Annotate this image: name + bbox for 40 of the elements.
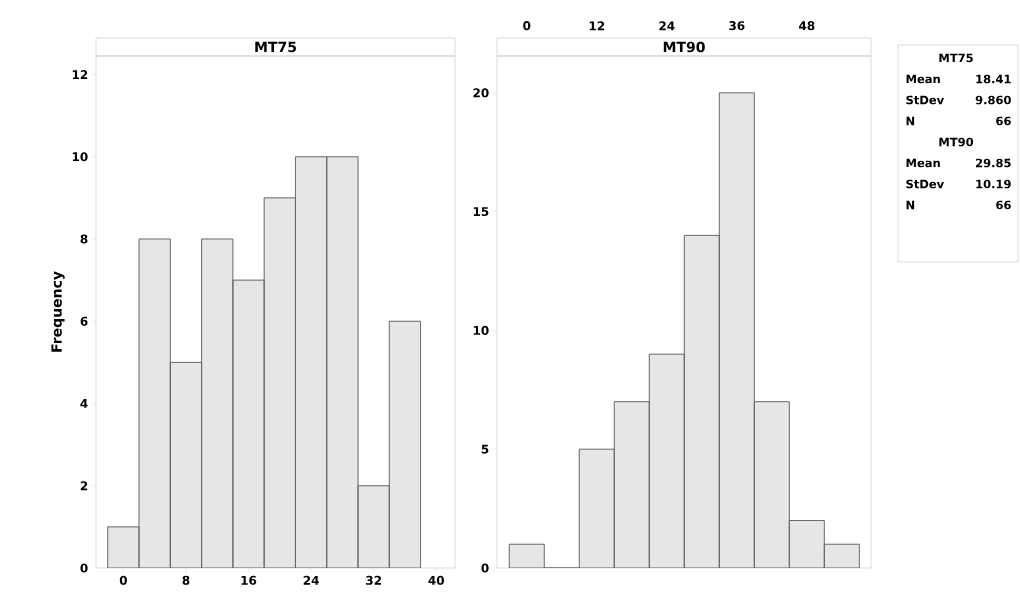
y-tick-label: 15 bbox=[473, 207, 489, 217]
y-tick-label: 12 bbox=[72, 70, 88, 79]
x-tick-label: 24 bbox=[303, 575, 319, 585]
y-tick-label: 0 bbox=[481, 563, 489, 573]
x-tick-label: 12 bbox=[589, 21, 605, 31]
x-tick-label: 24 bbox=[659, 21, 675, 31]
y-tick-label: 20 bbox=[473, 88, 489, 98]
text: N bbox=[906, 200, 915, 210]
y-tick-label: 10 bbox=[72, 152, 88, 162]
text: 18.41 bbox=[976, 74, 1011, 84]
text: 66 bbox=[996, 116, 1011, 126]
y-tick-label: 4 bbox=[80, 399, 88, 408]
text: 29.85 bbox=[976, 158, 1011, 168]
y-tick-label: 2 bbox=[80, 481, 88, 491]
x-tick-label: 48 bbox=[799, 21, 815, 31]
chart-title: MT75 bbox=[255, 41, 297, 53]
text: StDev bbox=[906, 95, 944, 105]
text: 10.19 bbox=[976, 179, 1011, 189]
text: 9.860 bbox=[975, 95, 1011, 105]
text: Mean bbox=[906, 74, 940, 84]
y-tick-label: 6 bbox=[80, 316, 88, 326]
text: MT90 bbox=[939, 137, 974, 147]
text: StDev bbox=[906, 179, 944, 189]
x-tick-label: 16 bbox=[241, 575, 257, 585]
x-tick-label: 0 bbox=[119, 575, 127, 585]
y-tick-label: 8 bbox=[80, 234, 88, 244]
text: 66 bbox=[996, 200, 1011, 210]
text: MT75 bbox=[939, 53, 973, 63]
y-tick-label: 5 bbox=[481, 444, 489, 454]
x-tick-label: 40 bbox=[428, 575, 445, 585]
y-tick-label: 0 bbox=[80, 563, 88, 573]
x-tick-label: 32 bbox=[366, 575, 381, 585]
chart-title: MT90 bbox=[663, 41, 705, 53]
y-tick-label: 10 bbox=[473, 325, 489, 335]
y-axis-title: Frequency bbox=[51, 271, 65, 352]
x-tick-label: 0 bbox=[523, 21, 531, 31]
x-tick-label: 36 bbox=[729, 21, 745, 31]
x-tick-label: 8 bbox=[182, 575, 190, 585]
text: N bbox=[906, 116, 915, 126]
text: Mean bbox=[906, 158, 940, 168]
